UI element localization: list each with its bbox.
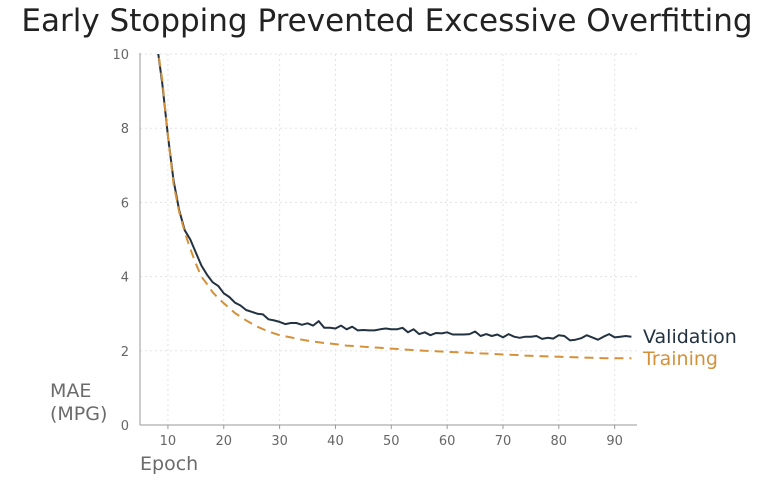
axes: [139, 53, 637, 426]
y-tick-label: 2: [121, 345, 129, 360]
legend-validation: Validation: [643, 326, 737, 348]
grid: [140, 53, 637, 425]
x-tick-label: 90: [606, 434, 623, 449]
y-tick-label: 0: [121, 419, 129, 434]
y-tick-label: 4: [121, 271, 129, 286]
x-tick-label: 70: [495, 434, 512, 449]
chart-title: Early Stopping Prevented Excessive Overf…: [21, 3, 753, 39]
y-tick-label: 10: [112, 48, 129, 63]
series-line-validation: [157, 54, 632, 342]
x-tick-label: 60: [439, 434, 456, 449]
labels: Epoch MAE (MPG) Validation Training: [50, 326, 737, 475]
x-axis-label: Epoch: [140, 453, 198, 475]
x-tick-label: 10: [160, 434, 177, 449]
x-tick-label: 30: [271, 434, 288, 449]
x-tick-label: 40: [327, 434, 344, 449]
y-tick-label: 8: [121, 122, 129, 137]
y-axis-label-line1: MAE: [50, 380, 91, 402]
y-axis-label-line2: (MPG): [50, 403, 107, 425]
series-line-training: [157, 54, 632, 360]
y-tick-label: 6: [121, 196, 129, 211]
x-tick-label: 50: [383, 434, 400, 449]
tick-labels: 10 20 30 40 50 60 70 80 90 0 2 4 6 8 10: [112, 48, 622, 449]
legend-training: Training: [642, 348, 718, 370]
series: [157, 54, 632, 360]
x-tick-label: 20: [215, 434, 232, 449]
x-tick-label: 80: [551, 434, 568, 449]
